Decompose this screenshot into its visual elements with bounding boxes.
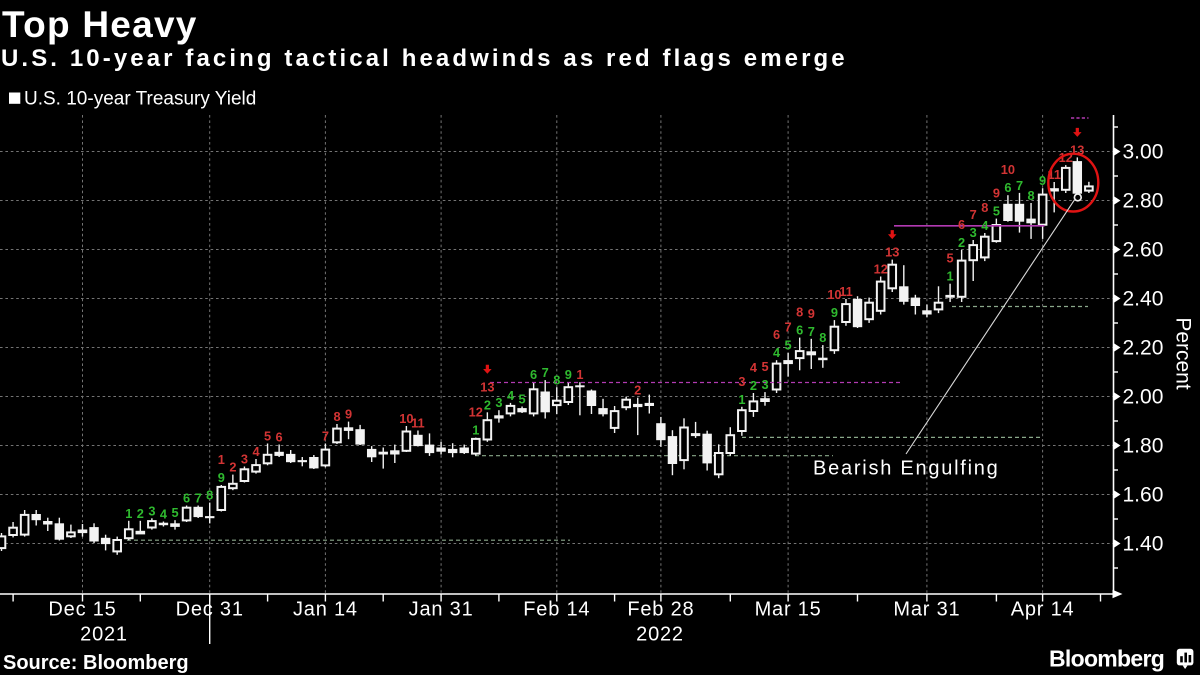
svg-text:9: 9 bbox=[808, 306, 815, 321]
svg-text:3: 3 bbox=[148, 503, 155, 518]
svg-text:10: 10 bbox=[399, 411, 413, 426]
svg-text:2: 2 bbox=[484, 397, 491, 412]
svg-text:8: 8 bbox=[333, 409, 340, 424]
svg-text:2: 2 bbox=[958, 235, 965, 250]
svg-text:9: 9 bbox=[565, 367, 572, 382]
svg-text:U.S. 10-year Treasury Yield: U.S. 10-year Treasury Yield bbox=[24, 89, 256, 110]
svg-text:6: 6 bbox=[773, 327, 780, 342]
svg-text:Apr 14: Apr 14 bbox=[1011, 599, 1075, 621]
svg-text:5: 5 bbox=[993, 204, 1000, 219]
svg-text:9: 9 bbox=[831, 305, 838, 320]
svg-text:5: 5 bbox=[785, 338, 792, 353]
svg-text:Feb 28: Feb 28 bbox=[627, 599, 694, 621]
svg-text:Feb 14: Feb 14 bbox=[523, 599, 590, 621]
svg-text:Source: Bloomberg: Source: Bloomberg bbox=[3, 652, 189, 674]
svg-text:5: 5 bbox=[171, 505, 178, 520]
svg-text:Mar 15: Mar 15 bbox=[755, 599, 822, 621]
svg-text:7: 7 bbox=[970, 207, 977, 222]
svg-text:Dec 15: Dec 15 bbox=[48, 599, 116, 621]
svg-text:3: 3 bbox=[761, 377, 768, 392]
svg-text:8: 8 bbox=[981, 200, 988, 215]
svg-text:1: 1 bbox=[472, 423, 479, 438]
svg-text:2.00: 2.00 bbox=[1123, 386, 1164, 409]
svg-text:8: 8 bbox=[1027, 188, 1034, 203]
svg-text:2.20: 2.20 bbox=[1123, 337, 1164, 360]
svg-text:1: 1 bbox=[738, 392, 745, 407]
svg-text:12: 12 bbox=[469, 405, 483, 420]
svg-text:7: 7 bbox=[195, 491, 202, 506]
svg-text:2022: 2022 bbox=[636, 624, 684, 646]
svg-text:2: 2 bbox=[137, 506, 144, 521]
svg-text:1.40: 1.40 bbox=[1123, 533, 1164, 556]
svg-text:1.60: 1.60 bbox=[1123, 484, 1164, 507]
svg-text:3: 3 bbox=[241, 452, 248, 467]
svg-text:1: 1 bbox=[218, 452, 225, 467]
svg-text:4: 4 bbox=[507, 388, 515, 403]
svg-text:6: 6 bbox=[530, 367, 537, 382]
svg-text:2021: 2021 bbox=[80, 624, 128, 646]
svg-text:8: 8 bbox=[553, 372, 560, 387]
svg-text:9: 9 bbox=[993, 186, 1000, 201]
svg-text:4: 4 bbox=[773, 345, 781, 360]
svg-text:7: 7 bbox=[785, 320, 792, 335]
svg-text:9: 9 bbox=[345, 407, 352, 422]
svg-text:1: 1 bbox=[125, 506, 132, 521]
svg-text:4: 4 bbox=[981, 218, 989, 233]
svg-text:3: 3 bbox=[495, 395, 502, 410]
svg-text:U.S. 10-year facing tactical h: U.S. 10-year facing tactical headwinds a… bbox=[1, 45, 848, 72]
svg-text:4: 4 bbox=[160, 507, 168, 522]
svg-text:Jan 31: Jan 31 bbox=[409, 599, 474, 621]
svg-text:13: 13 bbox=[885, 245, 899, 260]
svg-text:8: 8 bbox=[206, 488, 213, 503]
svg-text:Bearish Engulfing: Bearish Engulfing bbox=[813, 458, 1000, 480]
svg-text:3: 3 bbox=[738, 374, 745, 389]
svg-text:3: 3 bbox=[970, 225, 977, 240]
svg-text:6: 6 bbox=[1004, 180, 1011, 195]
svg-text:8: 8 bbox=[796, 305, 803, 320]
svg-text:Top Heavy: Top Heavy bbox=[2, 4, 198, 45]
svg-text:9: 9 bbox=[1039, 173, 1046, 188]
svg-text:2: 2 bbox=[750, 378, 757, 393]
svg-text:6: 6 bbox=[958, 217, 965, 232]
svg-text:2: 2 bbox=[634, 383, 641, 398]
svg-text:10: 10 bbox=[827, 287, 841, 302]
svg-text:Dec 31: Dec 31 bbox=[176, 599, 244, 621]
svg-text:1: 1 bbox=[576, 367, 583, 382]
svg-text:Percent: Percent bbox=[1172, 317, 1195, 390]
svg-text:4: 4 bbox=[750, 360, 758, 375]
svg-text:11: 11 bbox=[839, 284, 853, 299]
svg-text:9: 9 bbox=[218, 470, 225, 485]
svg-text:10: 10 bbox=[1001, 162, 1015, 177]
svg-text:4: 4 bbox=[252, 444, 260, 459]
svg-text:1.80: 1.80 bbox=[1123, 435, 1164, 458]
svg-text:2.60: 2.60 bbox=[1123, 239, 1164, 262]
svg-text:3.00: 3.00 bbox=[1123, 141, 1164, 164]
svg-text:2.80: 2.80 bbox=[1123, 190, 1164, 213]
svg-text:Mar 31: Mar 31 bbox=[893, 599, 960, 621]
svg-text:Bloomberg: Bloomberg bbox=[1049, 646, 1164, 672]
svg-text:6: 6 bbox=[796, 323, 803, 338]
svg-text:8: 8 bbox=[819, 330, 826, 345]
svg-text:6: 6 bbox=[183, 491, 190, 506]
svg-text:5: 5 bbox=[947, 251, 954, 266]
svg-text:6: 6 bbox=[276, 430, 283, 445]
svg-text:5: 5 bbox=[264, 429, 271, 444]
svg-text:7: 7 bbox=[542, 365, 549, 380]
svg-text:5: 5 bbox=[761, 359, 768, 374]
svg-text:1: 1 bbox=[947, 269, 954, 284]
svg-text:Jan 14: Jan 14 bbox=[293, 599, 358, 621]
svg-text:2.40: 2.40 bbox=[1123, 288, 1164, 311]
svg-text:5: 5 bbox=[519, 392, 526, 407]
svg-text:13: 13 bbox=[480, 379, 494, 394]
svg-text:7: 7 bbox=[322, 429, 329, 444]
svg-text:7: 7 bbox=[808, 324, 815, 339]
svg-text:11: 11 bbox=[411, 416, 425, 431]
svg-text:12: 12 bbox=[874, 262, 888, 277]
svg-text:2: 2 bbox=[229, 460, 236, 475]
svg-text:7: 7 bbox=[1016, 178, 1023, 193]
